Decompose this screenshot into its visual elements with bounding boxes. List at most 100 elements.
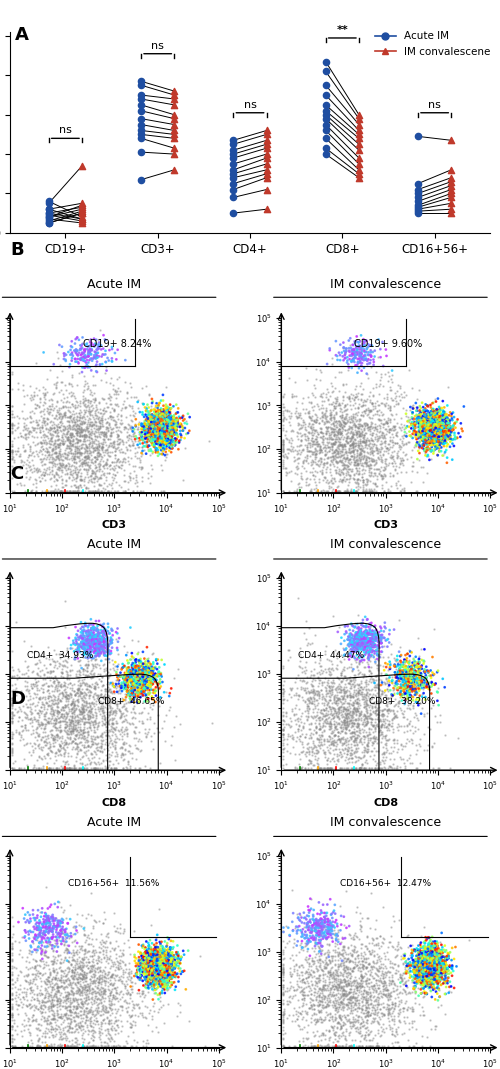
Point bbox=[68, 709, 76, 726]
Point bbox=[65, 972, 73, 989]
Point bbox=[64, 915, 72, 932]
Point bbox=[420, 919, 428, 936]
Point bbox=[96, 477, 104, 494]
Point bbox=[71, 697, 79, 714]
Point bbox=[342, 716, 349, 733]
Point bbox=[22, 709, 30, 726]
Point bbox=[70, 718, 78, 735]
Point bbox=[411, 955, 419, 972]
Point bbox=[114, 722, 122, 739]
Point bbox=[106, 969, 114, 986]
Point bbox=[334, 728, 342, 745]
Point bbox=[146, 954, 154, 971]
Point bbox=[148, 422, 156, 439]
Point bbox=[99, 934, 107, 951]
Point bbox=[147, 950, 155, 967]
Point bbox=[170, 129, 178, 146]
Point bbox=[350, 431, 358, 448]
Point bbox=[404, 960, 411, 977]
Point bbox=[128, 632, 136, 649]
Point bbox=[428, 414, 436, 431]
Point bbox=[373, 699, 381, 716]
Point bbox=[304, 729, 312, 746]
Point bbox=[106, 960, 114, 977]
Point bbox=[50, 918, 58, 935]
Point bbox=[146, 696, 154, 713]
Point bbox=[152, 961, 160, 978]
Point bbox=[30, 429, 38, 446]
Point bbox=[420, 404, 428, 421]
Point bbox=[350, 437, 358, 454]
Point bbox=[86, 337, 94, 354]
Point bbox=[354, 635, 362, 652]
Point bbox=[413, 670, 421, 687]
Point bbox=[436, 958, 444, 975]
Point bbox=[51, 971, 59, 988]
Point bbox=[338, 648, 346, 665]
Point bbox=[169, 933, 177, 950]
Point bbox=[438, 950, 446, 967]
Point bbox=[425, 965, 433, 982]
Point bbox=[130, 482, 138, 499]
Point bbox=[292, 685, 300, 702]
Point bbox=[328, 424, 336, 441]
Point bbox=[426, 945, 434, 962]
Point bbox=[108, 634, 116, 651]
Point bbox=[179, 422, 187, 439]
Point bbox=[358, 975, 366, 992]
Point bbox=[326, 714, 334, 731]
Point bbox=[438, 964, 446, 981]
Point bbox=[84, 625, 92, 642]
Point bbox=[421, 958, 429, 975]
Point bbox=[434, 421, 442, 438]
Point bbox=[303, 1023, 311, 1040]
Point bbox=[11, 1022, 19, 1039]
Point bbox=[133, 665, 141, 682]
Point bbox=[423, 413, 431, 430]
Point bbox=[52, 961, 60, 978]
Point bbox=[391, 664, 399, 681]
Point bbox=[358, 398, 366, 415]
Point bbox=[324, 995, 332, 1012]
Point bbox=[104, 742, 112, 759]
Point bbox=[352, 903, 360, 920]
Point bbox=[111, 382, 119, 399]
Point bbox=[51, 688, 59, 706]
Point bbox=[154, 399, 162, 416]
Point bbox=[12, 421, 20, 438]
Point bbox=[112, 949, 120, 966]
Point bbox=[71, 647, 79, 664]
Point bbox=[418, 950, 426, 967]
Point bbox=[158, 957, 166, 974]
Point bbox=[8, 726, 16, 743]
Point bbox=[38, 991, 46, 1008]
Point bbox=[152, 950, 160, 967]
Point bbox=[30, 663, 38, 680]
Point bbox=[356, 654, 364, 671]
Point bbox=[344, 1012, 351, 1029]
Point bbox=[148, 408, 156, 425]
Point bbox=[68, 345, 76, 362]
Point bbox=[72, 712, 80, 729]
Point bbox=[42, 733, 50, 750]
Point bbox=[360, 690, 368, 707]
Point bbox=[34, 461, 42, 478]
Point bbox=[394, 743, 402, 760]
Point bbox=[46, 929, 54, 946]
Point bbox=[425, 970, 433, 987]
Point bbox=[148, 1010, 156, 1027]
Point bbox=[282, 917, 290, 934]
Point bbox=[130, 666, 138, 683]
Point bbox=[406, 428, 413, 445]
Point bbox=[52, 1021, 60, 1038]
Point bbox=[347, 680, 355, 697]
Point bbox=[415, 409, 423, 427]
Point bbox=[352, 618, 360, 635]
Point bbox=[158, 962, 166, 979]
Point bbox=[145, 958, 153, 975]
Point bbox=[440, 407, 448, 424]
Point bbox=[370, 981, 378, 998]
Point bbox=[67, 747, 75, 764]
Point bbox=[74, 355, 82, 372]
Point bbox=[160, 975, 168, 992]
